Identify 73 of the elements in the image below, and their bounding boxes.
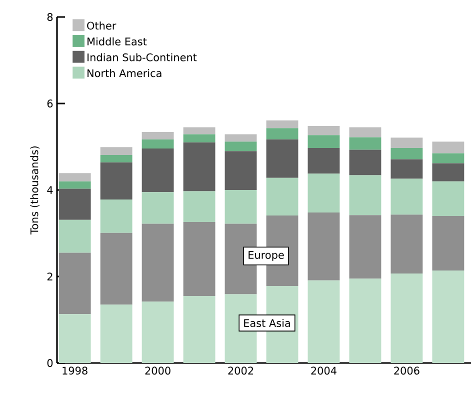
bar (349, 127, 382, 138)
bar (58, 314, 91, 363)
bar (100, 304, 132, 363)
x-tick-label: 2004 (311, 366, 336, 375)
bar (390, 138, 423, 148)
bar (390, 214, 423, 274)
x-tick-label: 2000 (145, 366, 170, 375)
bar (349, 137, 382, 150)
bar (308, 135, 340, 148)
bar (266, 128, 298, 140)
x-tick-label: 1998 (62, 366, 88, 375)
bar (308, 126, 340, 136)
bar (266, 139, 298, 178)
bar (58, 188, 91, 220)
annotation: East Asia (244, 318, 290, 328)
x-tick-label: 2002 (228, 366, 254, 375)
bar (308, 148, 340, 174)
bar (142, 148, 174, 192)
bar (349, 150, 382, 176)
bar (142, 132, 174, 140)
bar (183, 296, 216, 363)
bar (183, 191, 216, 222)
bar (308, 174, 340, 212)
bar (142, 192, 174, 224)
bar (308, 212, 340, 280)
bar (183, 142, 216, 192)
bar (390, 159, 423, 179)
y-tick-label: 4 (47, 186, 53, 194)
bar (100, 154, 132, 162)
bar (432, 142, 464, 154)
bar (432, 270, 464, 363)
annotation: Europe (248, 251, 284, 261)
bar (390, 148, 423, 160)
bar (432, 153, 464, 164)
y-tick-label: 2 (47, 272, 52, 280)
y-tick-label: 8 (47, 13, 53, 21)
bar (183, 134, 216, 142)
bar (349, 215, 382, 279)
bar (432, 163, 464, 182)
bar (432, 216, 464, 270)
bar (390, 273, 423, 363)
bar (224, 151, 257, 190)
bar (58, 173, 91, 182)
bar (224, 142, 257, 152)
y-tick-label: 6 (47, 100, 53, 108)
bar (58, 252, 91, 314)
bar (224, 190, 257, 224)
legend-label: Middle East (88, 37, 147, 46)
legend-label: Indian Sub-Continent (88, 53, 197, 62)
bar (183, 222, 216, 296)
legend-label: Other (87, 22, 116, 30)
bar (266, 120, 298, 128)
bar (100, 200, 132, 233)
bar (58, 220, 91, 253)
bar (100, 162, 132, 200)
bar (266, 178, 298, 216)
bar (349, 175, 382, 216)
y-tick-label: 0 (47, 359, 53, 367)
bar (100, 147, 132, 155)
bar (308, 280, 340, 363)
legend-label: North America (88, 69, 162, 78)
bar (142, 139, 174, 148)
bar (390, 178, 423, 215)
bar (224, 134, 257, 142)
bar (100, 232, 132, 305)
bar (349, 278, 382, 363)
bar (142, 224, 174, 302)
x-tick-label: 2006 (394, 366, 420, 375)
bar (183, 127, 216, 134)
bar (432, 181, 464, 216)
y-axis-title: Tons (thousands) (30, 146, 40, 234)
bar (142, 302, 174, 363)
bar (58, 181, 91, 189)
